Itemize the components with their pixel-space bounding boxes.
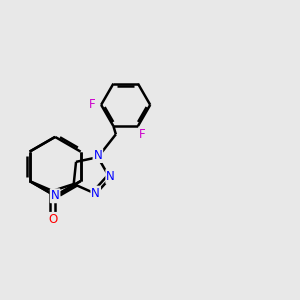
Text: N: N xyxy=(51,189,59,202)
Text: F: F xyxy=(89,98,95,111)
Text: N: N xyxy=(106,170,115,183)
Text: N: N xyxy=(92,187,100,200)
Text: F: F xyxy=(139,128,146,140)
Text: N: N xyxy=(94,149,102,162)
Text: O: O xyxy=(48,213,57,226)
